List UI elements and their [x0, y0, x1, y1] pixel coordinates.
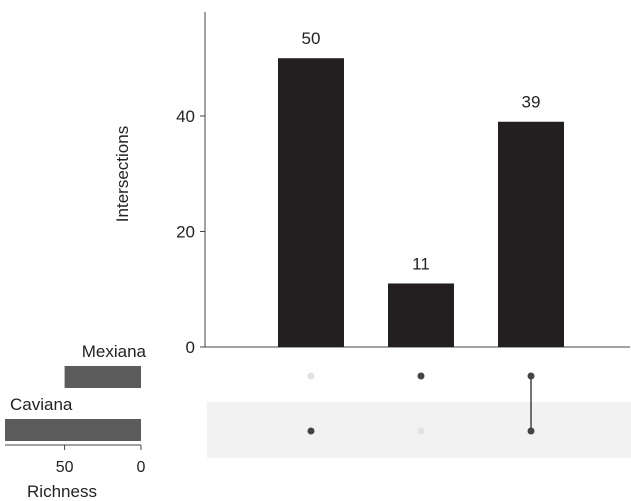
- matrix-dot-active: [527, 427, 535, 435]
- intersection-bar: [388, 283, 454, 347]
- y-tick-label: 20: [176, 222, 195, 241]
- set-size-bar: [5, 419, 141, 441]
- set-size-axis-title: Richness: [27, 482, 97, 501]
- set-label-mexiana: Mexiana: [82, 342, 147, 361]
- bar-value-label: 11: [412, 254, 430, 273]
- intersection-bar: [278, 58, 344, 347]
- intersection-bar: [498, 121, 564, 347]
- matrix-dot-inactive: [307, 372, 315, 380]
- bar-value-label: 50: [302, 29, 321, 48]
- matrix-dot-inactive: [417, 427, 425, 435]
- bar-value-label: 39: [522, 93, 541, 112]
- matrix-dot-active: [527, 372, 535, 380]
- y-axis-title: Intersections: [113, 126, 132, 222]
- set-size-tick-label: 0: [137, 459, 146, 476]
- y-tick-label: 40: [176, 107, 195, 126]
- matrix-dot-active: [307, 427, 315, 435]
- set-label-caviana: Caviana: [10, 395, 73, 414]
- set-size-tick-label: 50: [56, 459, 74, 476]
- y-tick-label: 0: [186, 338, 195, 357]
- matrix-dot-active: [417, 372, 425, 380]
- set-size-bar: [64, 366, 141, 388]
